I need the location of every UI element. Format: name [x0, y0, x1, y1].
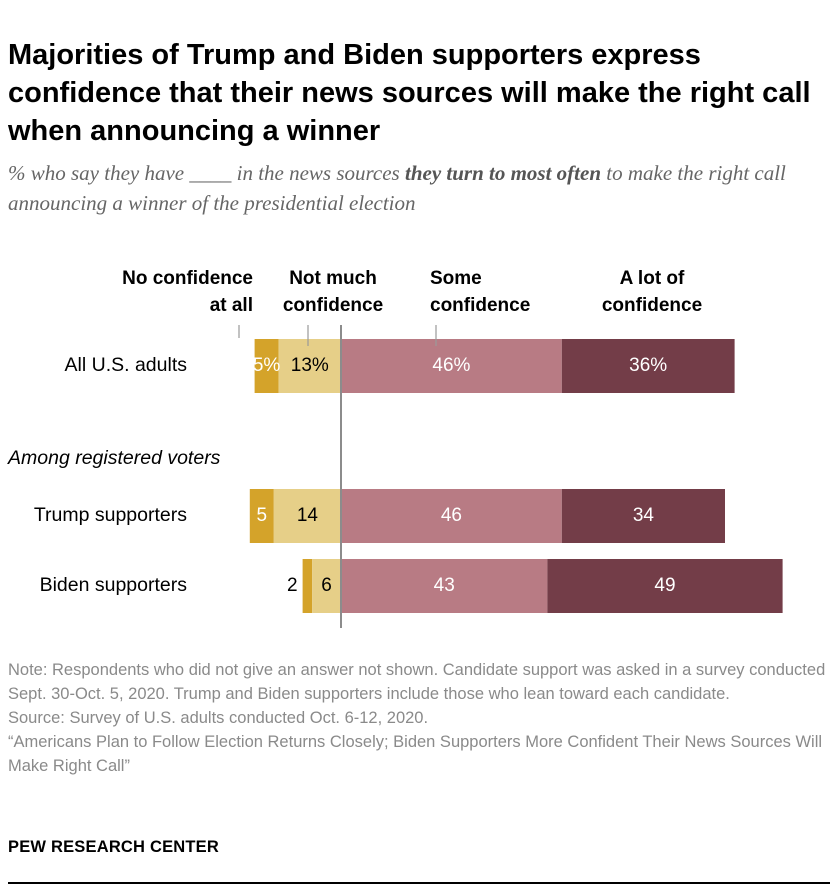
report-title: “Americans Plan to Follow Election Retur… — [8, 733, 823, 775]
legend-header-a-lot-of-confidence-line-2: confidence — [602, 295, 702, 316]
category-label-trump-supporters: Trump supporters — [34, 504, 187, 526]
label-trump-supporters-a-lot-of-confidence: 34 — [633, 505, 655, 526]
bottom-rule — [8, 882, 830, 884]
subtitle-text-after: to make the right call announcing a winn… — [8, 161, 786, 215]
bar-all-u-s-adults-a-lot-of-confidence — [561, 339, 735, 393]
legend-header-not-much-confidence-line-1: Not much — [289, 268, 377, 289]
stacked-bar-chart: 5% 13% 46% 36% All U.S. adults 5 14 46 34 Trump s… — [7, 268, 783, 628]
bar-all-u-s-adults-not-much-confidence — [278, 339, 341, 393]
bar-biden-supporters-some-confidence — [341, 559, 548, 613]
subtitle-emphasis: they turn to most often — [404, 161, 602, 185]
label-biden-supporters-not-much-confidence: 6 — [321, 575, 332, 596]
label-all-u-s-adults-a-lot-of-confidence: 36% — [629, 355, 667, 376]
bar-trump-supporters-some-confidence — [341, 489, 562, 543]
bar-biden-supporters-not-much-confidence — [312, 559, 341, 613]
legend-header-some-confidence-line-1: Some — [430, 268, 482, 289]
source-text: Source: Survey of U.S. adults conducted … — [8, 709, 429, 727]
legend-header-a-lot-of-confidence-line-1: A lot of — [620, 268, 685, 289]
label-biden-supporters-a-lot-of-confidence: 49 — [654, 575, 675, 596]
bar-trump-supporters-no-confidence — [249, 489, 274, 543]
legend-header-no-confidence-at-all-line-1: No confidence — [122, 268, 253, 289]
label-biden-supporters-some-confidence: 43 — [434, 575, 455, 596]
label-all-u-s-adults-no-confidence: 5% — [253, 355, 281, 376]
legend-header-no-confidence-at-all-line-2: at all — [210, 295, 253, 316]
label-trump-supporters-no-confidence: 5 — [257, 505, 268, 526]
legend-header-not-much-confidence-line-2: confidence — [283, 295, 383, 316]
chart-title: Majorities of Trump and Biden supporters… — [8, 39, 811, 147]
label-trump-supporters-some-confidence: 46 — [441, 505, 462, 526]
bar-all-u-s-adults-no-confidence — [254, 339, 279, 393]
bar-biden-supporters-no-confidence — [302, 559, 313, 613]
chart-notes: Note: Respondents who did not give an an… — [8, 658, 830, 778]
subtitle-text-before: % who say they have ____ in the news sou… — [8, 161, 405, 185]
label-trump-supporters-not-much-confidence: 14 — [297, 505, 319, 526]
pew-research-center-logo: PEW RESEARCH CENTER — [8, 838, 219, 856]
note-text: Note: Respondents who did not give an an… — [8, 661, 826, 703]
label-biden-supporters-no-confidence: 2 — [287, 575, 298, 596]
bar-trump-supporters-not-much-confidence — [273, 489, 341, 543]
legend-header-some-confidence-line-2: confidence — [430, 295, 530, 316]
bar-biden-supporters-a-lot-of-confidence — [547, 559, 783, 613]
category-label-all-u-s-adults: All U.S. adults — [65, 354, 188, 376]
bar-all-u-s-adults-some-confidence — [341, 339, 562, 393]
category-label-biden-supporters: Biden supporters — [40, 574, 188, 596]
group-label-registered-voters: Among registered voters — [7, 447, 221, 469]
label-all-u-s-adults-some-confidence: 46% — [432, 355, 470, 376]
bar-trump-supporters-a-lot-of-confidence — [561, 489, 725, 543]
chart-subtitle: % who say they have ____ in the news sou… — [8, 158, 830, 218]
label-all-u-s-adults-not-much-confidence: 13% — [291, 355, 329, 376]
